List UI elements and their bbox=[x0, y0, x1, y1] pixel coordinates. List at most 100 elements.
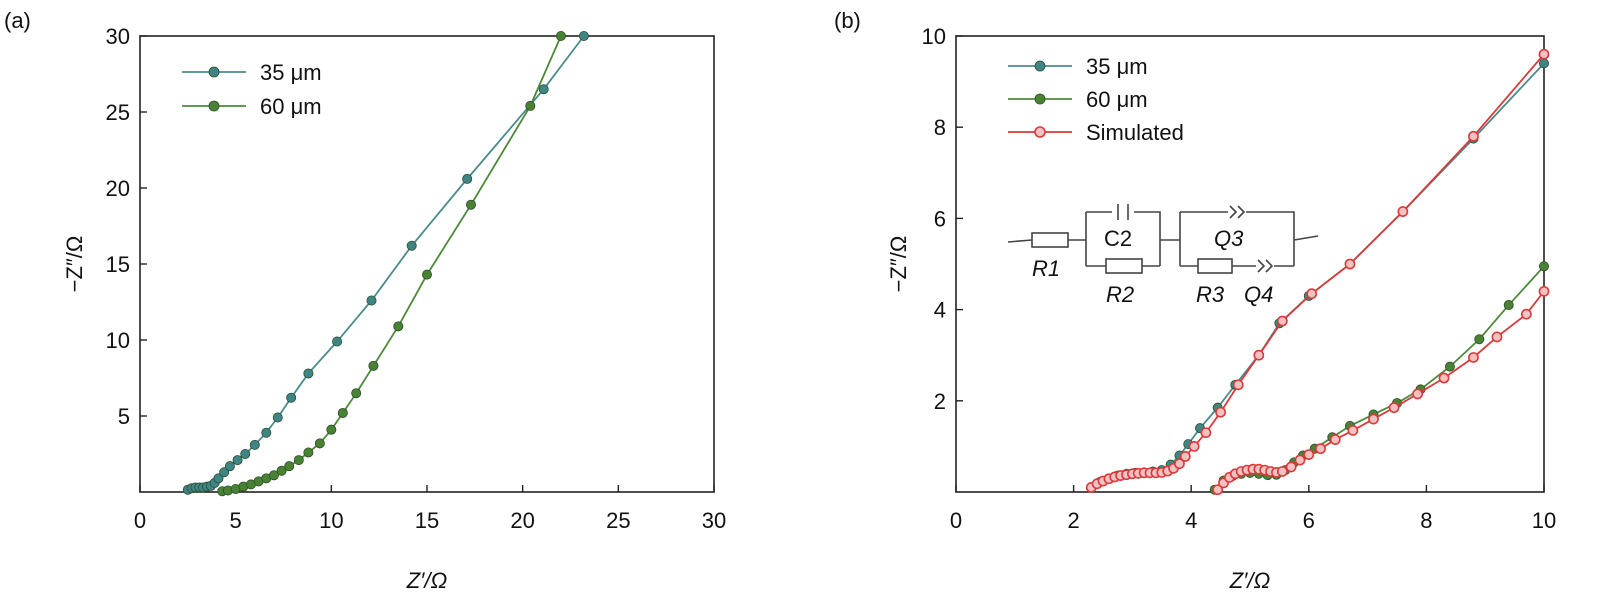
panel-b-legend: 35 μm 60 μm Simulated bbox=[1008, 54, 1184, 145]
x-tick-label: 0 bbox=[134, 508, 146, 533]
cpe-q4 bbox=[1257, 259, 1274, 273]
y-tick-label: 10 bbox=[106, 328, 130, 353]
circuit-label-q3: Q3 bbox=[1214, 226, 1244, 251]
y-tick-label: 4 bbox=[934, 298, 946, 323]
data-point bbox=[1539, 261, 1550, 272]
circuit-wires bbox=[1007, 211, 1319, 267]
data-point bbox=[1397, 206, 1409, 217]
data-point bbox=[1444, 361, 1455, 372]
circuit-label-r2: R2 bbox=[1106, 282, 1134, 307]
y-tick-label: 2 bbox=[934, 389, 946, 414]
series-2 bbox=[217, 30, 566, 497]
data-point bbox=[1368, 413, 1379, 425]
y-tick-label: 30 bbox=[106, 24, 130, 49]
data-point bbox=[1468, 352, 1479, 363]
data-point bbox=[1412, 388, 1423, 400]
data-point bbox=[351, 388, 362, 399]
x-tick-label: 10 bbox=[319, 508, 343, 533]
y-tick-label: 15 bbox=[106, 252, 130, 277]
capacitor-c2 bbox=[1117, 204, 1129, 220]
legend-marker bbox=[1034, 126, 1046, 138]
data-point bbox=[1329, 434, 1341, 445]
data-point bbox=[1200, 427, 1212, 439]
data-point bbox=[421, 269, 432, 280]
panel-b-x-axis-label: Z′/Ω bbox=[1229, 568, 1270, 592]
data-point bbox=[555, 30, 566, 41]
resistor-r3 bbox=[1197, 258, 1233, 274]
panel-a-series bbox=[182, 30, 589, 497]
data-point bbox=[332, 336, 343, 347]
panel-a-ticks: 0 5 10 15 20 25 30 5 10 15 20 25 30 bbox=[106, 24, 727, 533]
panel-a-x-axis-label: Z′/Ω bbox=[406, 568, 447, 592]
series-3 bbox=[1085, 48, 1550, 496]
data-point bbox=[1174, 458, 1185, 470]
data-point bbox=[1347, 425, 1359, 436]
x-tick-label: 25 bbox=[606, 508, 630, 533]
legend-label: 60 μm bbox=[1086, 87, 1148, 112]
legend-label: Simulated bbox=[1086, 120, 1184, 145]
legend-label: 35 μm bbox=[260, 60, 322, 85]
data-point bbox=[1468, 130, 1479, 142]
data-point bbox=[1179, 451, 1191, 462]
x-tick-label: 15 bbox=[415, 508, 439, 533]
y-tick-label: 10 bbox=[922, 24, 946, 49]
legend-label: 60 μm bbox=[260, 94, 322, 119]
data-point bbox=[272, 412, 283, 423]
panel-a: (a) 0 5 10 15 20 25 30 5 10 15 20 25 30 35 μm 60 μm Z… bbox=[4, 8, 726, 592]
x-tick-label: 2 bbox=[1067, 508, 1079, 533]
data-point bbox=[1520, 308, 1532, 320]
data-point bbox=[219, 467, 230, 478]
x-tick-label: 0 bbox=[950, 508, 962, 533]
data-point bbox=[268, 470, 279, 481]
legend-item: 35 μm bbox=[1008, 54, 1148, 79]
data-point bbox=[337, 407, 348, 418]
series-line bbox=[187, 35, 585, 491]
data-point bbox=[303, 447, 314, 458]
panel-b: (b) 0 2 4 6 8 10 2 4 6 8 10 35 μm 60 μm Simulated R1… bbox=[834, 8, 1556, 592]
data-point bbox=[314, 438, 325, 449]
legend-marker bbox=[208, 66, 220, 78]
data-point bbox=[1539, 58, 1550, 69]
series-1 bbox=[182, 30, 589, 495]
legend-marker bbox=[1034, 93, 1046, 105]
data-point bbox=[1276, 315, 1288, 327]
panel-a-legend: 35 μm 60 μm bbox=[182, 60, 322, 119]
x-tick-label: 20 bbox=[510, 508, 534, 533]
legend-item: 35 μm bbox=[182, 60, 322, 85]
data-point bbox=[1344, 258, 1356, 270]
x-tick-label: 8 bbox=[1420, 508, 1432, 533]
x-tick-label: 5 bbox=[230, 508, 242, 533]
data-point bbox=[368, 360, 379, 371]
data-point bbox=[213, 473, 224, 484]
data-point bbox=[240, 448, 251, 459]
data-point bbox=[1188, 440, 1200, 452]
data-point bbox=[1303, 449, 1315, 461]
circuit-label-r3: R3 bbox=[1196, 282, 1225, 307]
legend-label: 35 μm bbox=[1086, 54, 1148, 79]
data-point bbox=[232, 455, 243, 466]
data-point bbox=[303, 368, 314, 379]
data-point bbox=[1294, 454, 1306, 466]
data-point bbox=[366, 295, 377, 306]
x-tick-label: 4 bbox=[1185, 508, 1197, 533]
data-point bbox=[578, 30, 589, 41]
y-tick-label: 25 bbox=[106, 100, 130, 125]
data-point bbox=[261, 427, 272, 438]
data-point bbox=[462, 173, 473, 184]
x-tick-label: 30 bbox=[702, 508, 726, 533]
legend-marker bbox=[208, 100, 220, 112]
y-tick-label: 5 bbox=[118, 404, 130, 429]
data-point bbox=[466, 199, 477, 210]
circuit-labels: R1 C2 R2 Q3 R3 Q4 bbox=[1032, 226, 1273, 307]
equivalent-circuit-inset bbox=[1007, 204, 1319, 274]
data-point bbox=[224, 461, 235, 472]
data-point bbox=[538, 84, 549, 95]
y-tick-label: 8 bbox=[934, 115, 946, 140]
data-point bbox=[276, 465, 287, 476]
data-point bbox=[406, 240, 417, 251]
data-point bbox=[326, 424, 337, 435]
panel-a-label: (a) bbox=[4, 8, 31, 33]
data-point bbox=[286, 392, 297, 403]
panel-a-y-axis-label: −Z″/Ω bbox=[62, 236, 87, 293]
